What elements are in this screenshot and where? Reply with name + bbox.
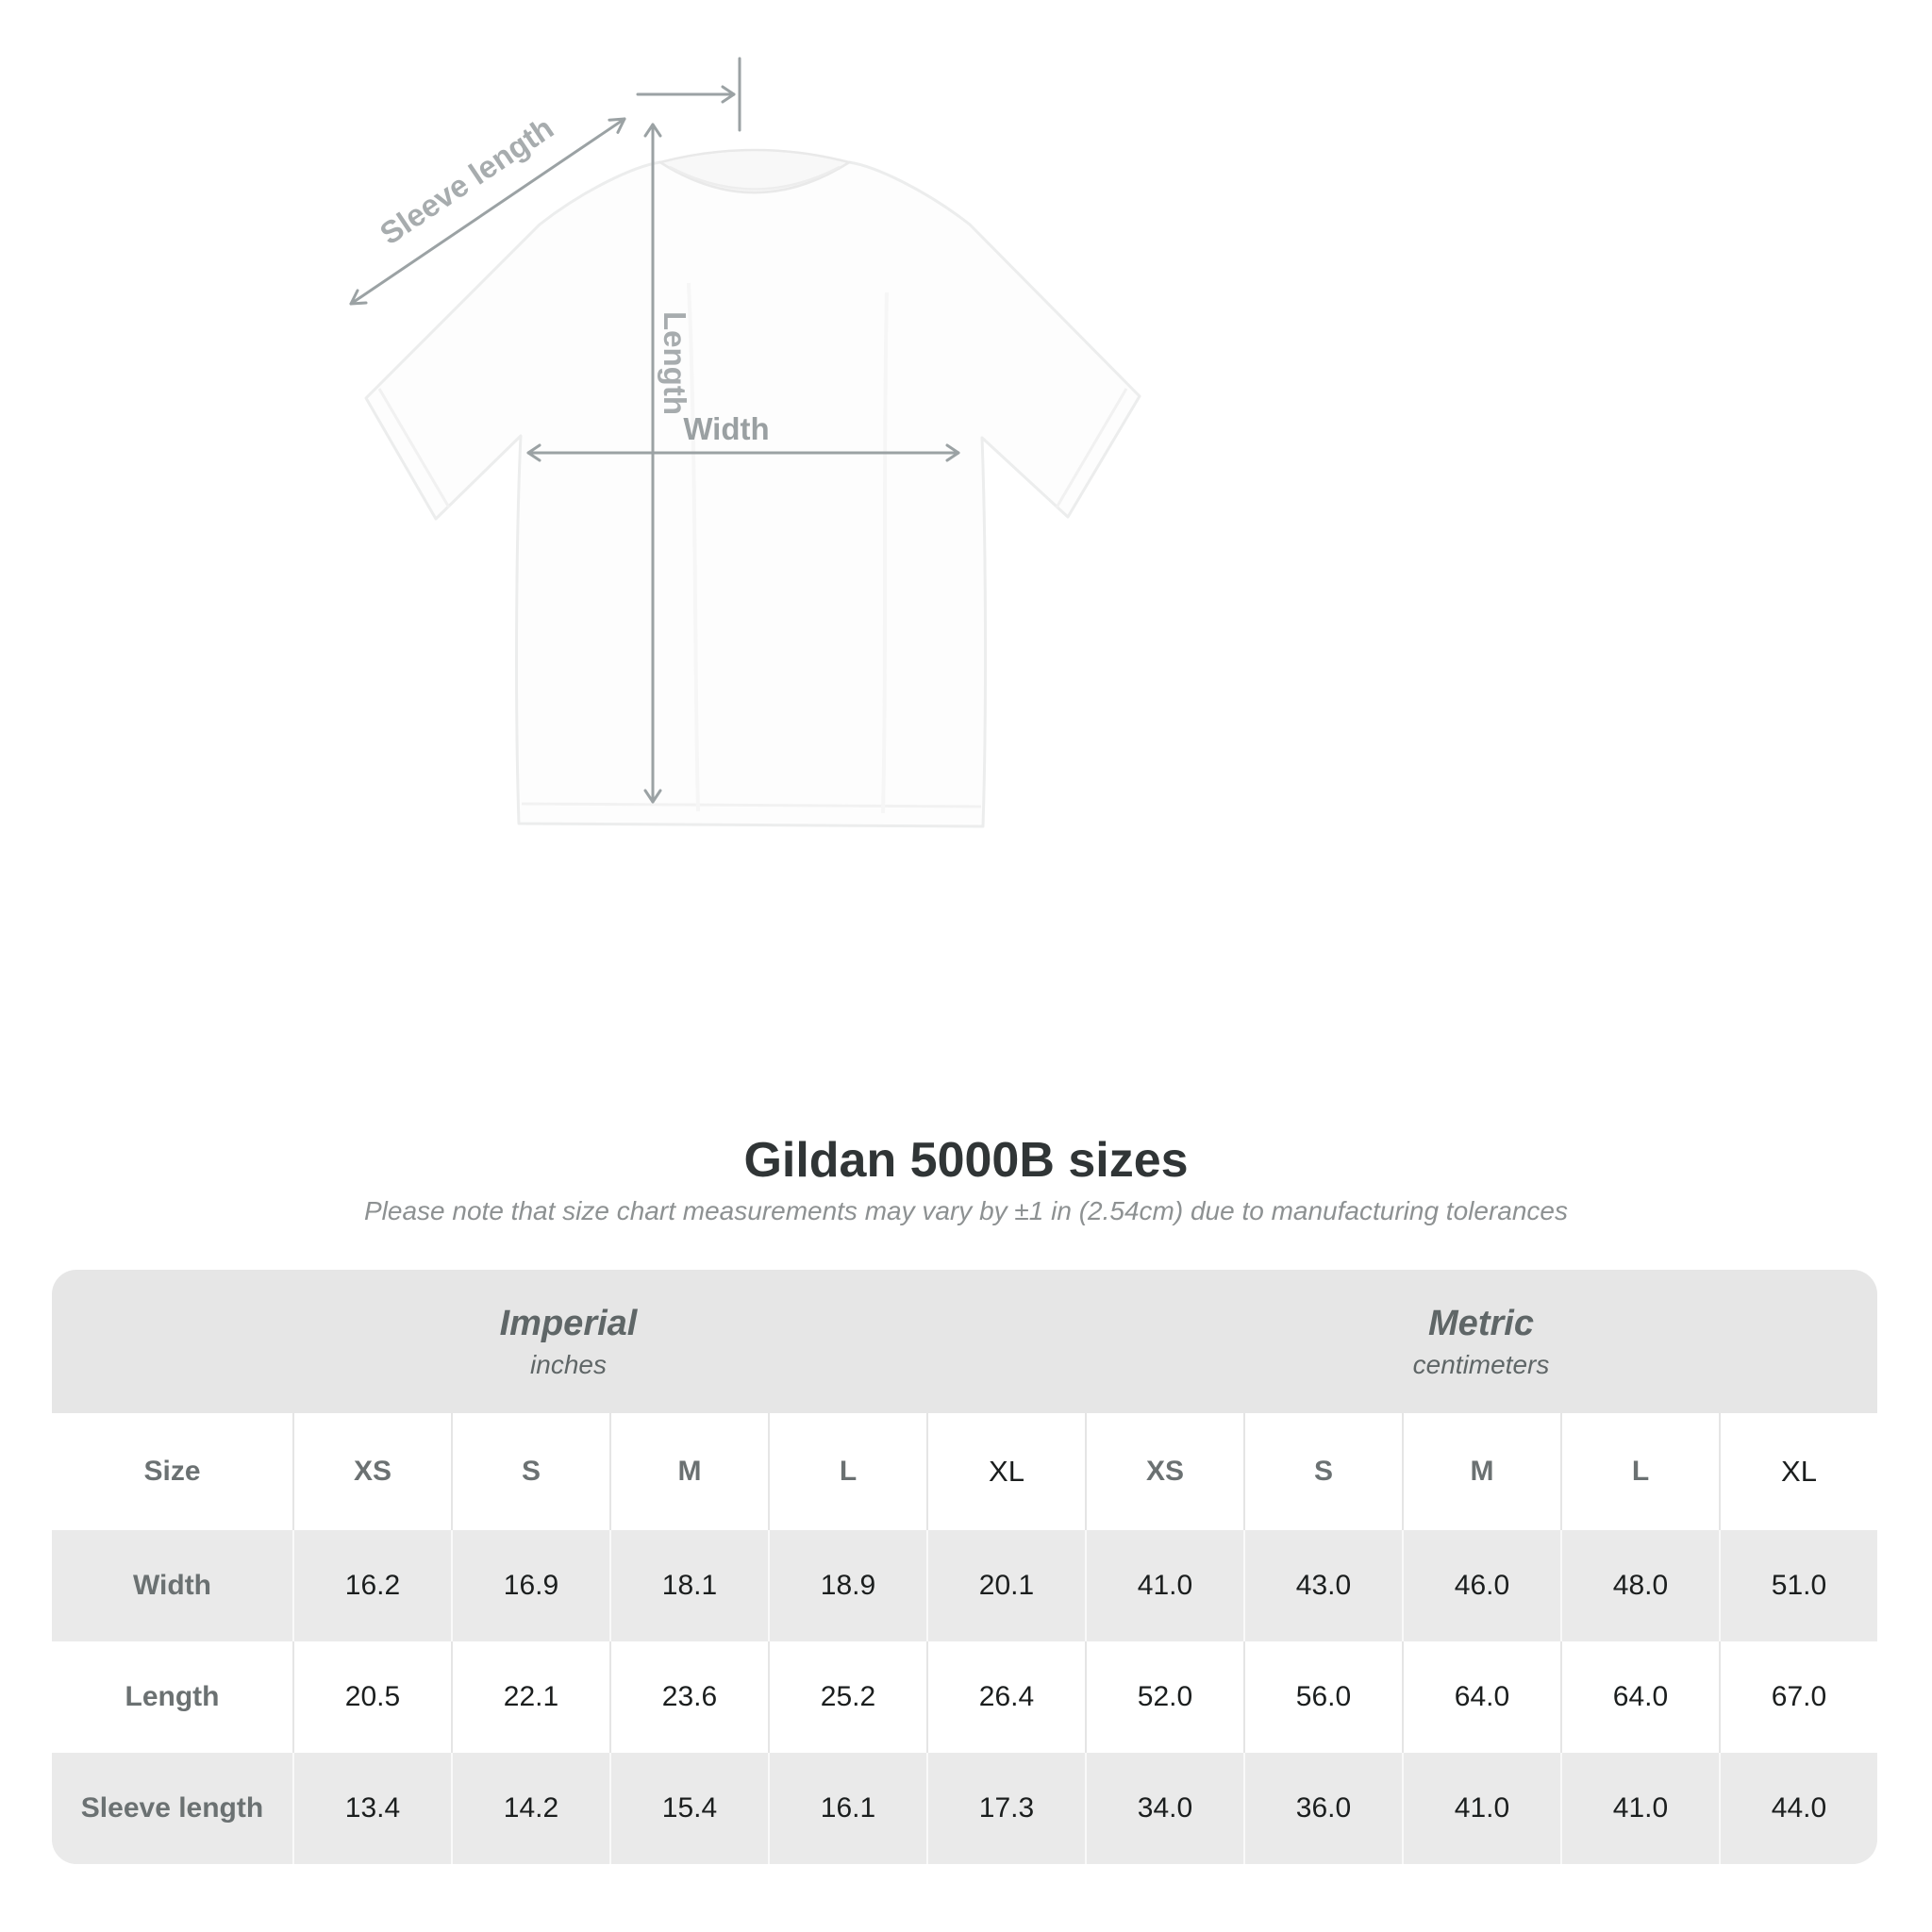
sleeve-metric-xl: 44.0 — [1719, 1753, 1877, 1864]
length-label: Length — [658, 311, 692, 415]
width-metric-l: 48.0 — [1560, 1530, 1719, 1641]
width-imperial-m: 18.1 — [609, 1530, 768, 1641]
right-cuff-seam — [1055, 388, 1128, 508]
length-imperial-xs: 20.5 — [292, 1641, 451, 1753]
width-metric-xs: 41.0 — [1085, 1530, 1243, 1641]
sleeve-imperial-xs: 13.4 — [292, 1753, 451, 1864]
sleeve-metric-m: 41.0 — [1402, 1753, 1560, 1864]
width-label: Width — [683, 411, 769, 446]
table-row-length: Length 20.5 22.1 23.6 25.2 26.4 52.0 56.… — [52, 1641, 1877, 1753]
width-metric-m: 46.0 — [1402, 1530, 1560, 1641]
tshirt-diagram: Sleeve length Length Width — [349, 57, 1141, 828]
row-label-sleeve-length: Sleeve length — [52, 1753, 292, 1864]
imperial-size-l: L — [768, 1413, 926, 1530]
length-imperial-l: 25.2 — [768, 1641, 926, 1753]
width-imperial-xl: 20.1 — [926, 1530, 1085, 1641]
sleeve-metric-l: 41.0 — [1560, 1753, 1719, 1864]
imperial-size-m: M — [609, 1413, 768, 1530]
width-imperial-xs: 16.2 — [292, 1530, 451, 1641]
imperial-header: Imperial inches — [52, 1270, 1085, 1413]
tshirt-outline — [364, 160, 1141, 828]
length-imperial-m: 23.6 — [609, 1641, 768, 1753]
sleeve-metric-s: 36.0 — [1243, 1753, 1402, 1864]
metric-size-m: M — [1402, 1413, 1560, 1530]
imperial-size-s: S — [451, 1413, 609, 1530]
collar-inner-seam — [669, 165, 841, 191]
length-metric-l: 64.0 — [1560, 1641, 1719, 1753]
sleeve-metric-xs: 34.0 — [1085, 1753, 1243, 1864]
table-row-width: Width 16.2 16.9 18.1 18.9 20.1 41.0 43.0… — [52, 1530, 1877, 1641]
metric-size-s: S — [1243, 1413, 1402, 1530]
body-fold — [687, 282, 700, 812]
unit-header-row: Imperial inches Metric centimeters — [52, 1270, 1877, 1413]
metric-label: Metric — [1428, 1304, 1534, 1344]
sleeve-length-arrow — [349, 117, 626, 306]
width-imperial-l: 18.9 — [768, 1530, 926, 1641]
sleeve-imperial-l: 16.1 — [768, 1753, 926, 1864]
imperial-size-xs: XS — [292, 1413, 451, 1530]
left-cuff-seam — [377, 388, 451, 508]
body-fold — [881, 291, 889, 814]
shoulder-guide-arrow — [636, 57, 741, 132]
size-column-header: Size — [52, 1413, 292, 1530]
table-row-sleeve-length: Sleeve length 13.4 14.2 15.4 16.1 17.3 3… — [52, 1753, 1877, 1864]
sleeve-imperial-xl: 17.3 — [926, 1753, 1085, 1864]
width-imperial-s: 16.9 — [451, 1530, 609, 1641]
page-title: Gildan 5000B sizes — [743, 1133, 1189, 1188]
length-metric-xs: 52.0 — [1085, 1641, 1243, 1753]
imperial-label: Imperial — [499, 1304, 638, 1344]
size-table-container: Imperial inches Metric centimeters Size … — [52, 1270, 1877, 1864]
metric-size-xs: XS — [1085, 1413, 1243, 1530]
metric-size-xl: XL — [1719, 1413, 1877, 1530]
metric-header: Metric centimeters — [1085, 1270, 1877, 1413]
sleeve-imperial-s: 14.2 — [451, 1753, 609, 1864]
width-metric-s: 43.0 — [1243, 1530, 1402, 1641]
metric-unit: centimeters — [1412, 1350, 1550, 1380]
tolerance-note: Please note that size chart measurements… — [364, 1196, 1568, 1225]
metric-size-l: L — [1560, 1413, 1719, 1530]
hem-seam — [521, 802, 982, 808]
size-header-row: Size XS S M L XL XS S M L XL — [52, 1413, 1877, 1530]
sleeve-imperial-m: 15.4 — [609, 1753, 768, 1864]
imperial-size-xl: XL — [926, 1413, 1085, 1530]
length-arrow — [643, 123, 662, 804]
length-imperial-s: 22.1 — [451, 1641, 609, 1753]
size-table: Imperial inches Metric centimeters Size … — [52, 1270, 1877, 1864]
width-arrow — [526, 443, 960, 462]
row-label-length: Length — [52, 1641, 292, 1753]
length-metric-s: 56.0 — [1243, 1641, 1402, 1753]
length-metric-m: 64.0 — [1402, 1641, 1560, 1753]
row-label-width: Width — [52, 1530, 292, 1641]
length-metric-xl: 67.0 — [1719, 1641, 1877, 1753]
imperial-unit: inches — [530, 1350, 607, 1380]
width-metric-xl: 51.0 — [1719, 1530, 1877, 1641]
length-imperial-xl: 26.4 — [926, 1641, 1085, 1753]
